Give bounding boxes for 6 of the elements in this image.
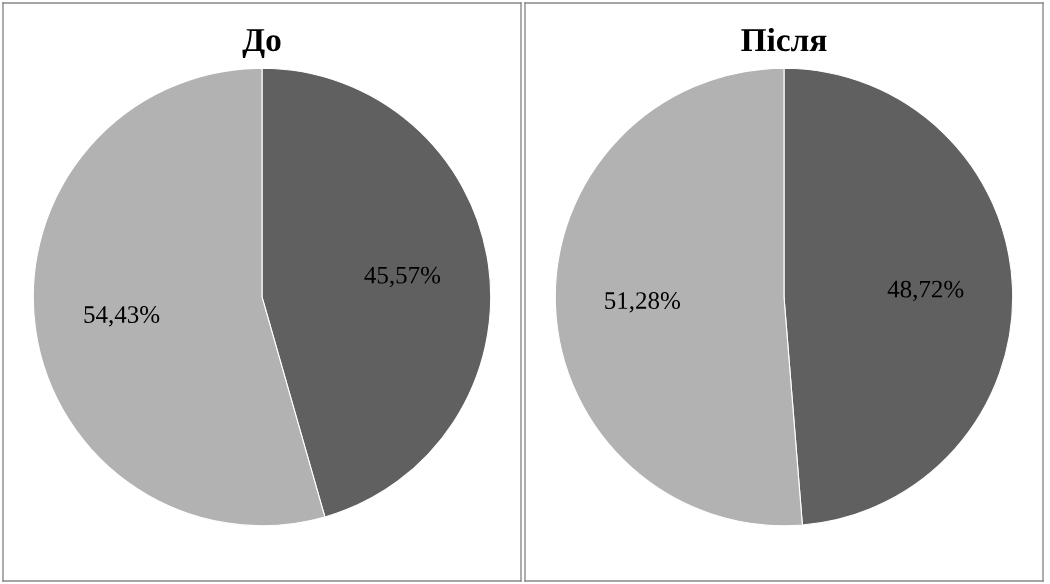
chart-title: Після (741, 27, 827, 52)
data-label: 51,28% (605, 292, 680, 313)
data-label: 54,43% (84, 306, 160, 327)
data-label: 45,57% (364, 266, 441, 288)
data-label: 48,72% (887, 280, 964, 302)
chart-title: До (242, 29, 281, 59)
